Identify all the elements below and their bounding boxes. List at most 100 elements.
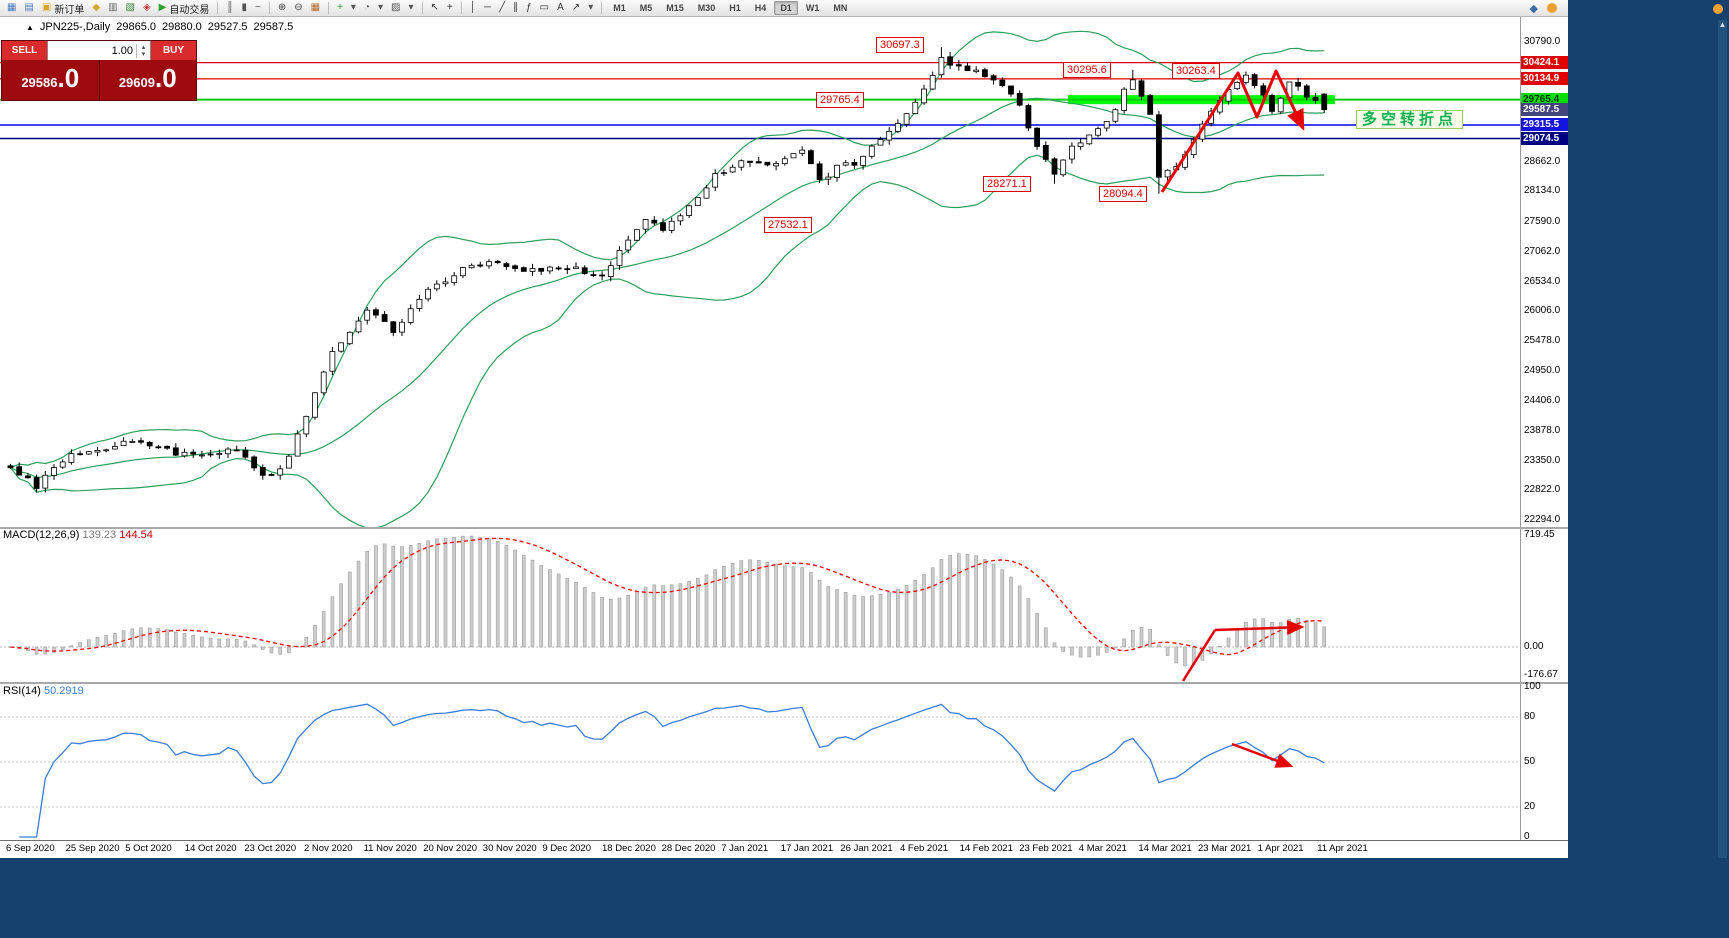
timeframe-d1[interactable]: D1 <box>774 1 798 15</box>
sell-price[interactable]: 29586 .0 <box>2 60 99 100</box>
channel-icon[interactable]: ∥ <box>510 1 521 16</box>
objects-caret-icon: ▾ <box>588 2 594 13</box>
timeframe-w1[interactable]: W1 <box>805 3 820 13</box>
strategy-tester-icon: ▥ <box>108 2 118 13</box>
shapes-icon[interactable]: ▭ <box>537 1 552 16</box>
volume-value: 1.00 <box>111 44 133 57</box>
timeframe-m5[interactable]: M5 <box>639 3 653 13</box>
strategy-tester-icon[interactable]: ▥ <box>105 1 120 16</box>
indicators-caret-icon[interactable]: ▾ <box>348 1 359 16</box>
price-scale-tick: 30790.0 <box>1524 36 1561 47</box>
open-value: 29865.0 <box>116 21 156 33</box>
trendline-icon[interactable]: ╱ <box>496 1 508 16</box>
indicators-icon: + <box>337 2 343 13</box>
price-scale-flag: 29765.4 <box>1521 92 1568 106</box>
data-window-icon[interactable]: ▧ <box>123 1 138 16</box>
chart-profiles-icon[interactable]: ▤ <box>21 1 36 16</box>
quick-search-icon[interactable]: ◆ <box>1529 2 1538 15</box>
new-chart-icon: ▦ <box>7 2 17 13</box>
templates-icon[interactable]: ▨ <box>388 1 403 16</box>
macd-name: MACD(12,26,9) <box>3 529 80 541</box>
price-annotation: 30263.4 <box>1172 63 1220 79</box>
volume-stepper[interactable]: ▴ ▾ <box>136 43 150 58</box>
arrows-icon[interactable]: ↗ <box>569 1 583 16</box>
rsi-panel-splitter[interactable] <box>0 682 1568 684</box>
candlestick-chart-icon[interactable]: ▮ <box>238 1 250 16</box>
timeframe-m1[interactable]: M1 <box>613 3 626 13</box>
date-axis-label: 11 Apr 2021 <box>1317 843 1368 854</box>
zoom-in-icon[interactable]: ⊕ <box>275 1 289 16</box>
volume-down-icon[interactable]: ▾ <box>141 50 146 58</box>
symbols-icon[interactable]: ◈ <box>140 1 154 16</box>
symbols-icon: ◈ <box>142 2 151 13</box>
macd-main-value: 139.23 <box>82 529 117 541</box>
date-axis-label: 4 Feb 2021 <box>900 843 949 854</box>
bollinger-lower <box>10 154 1325 527</box>
rsi-scale-tick: 20 <box>1524 801 1536 812</box>
date-axis-label: 4 Mar 2021 <box>1078 843 1127 854</box>
notification-dot-icon[interactable] <box>1547 3 1557 13</box>
volume-input[interactable]: 1.00 ▴ ▾ <box>47 41 151 60</box>
text-icon[interactable]: A <box>554 1 567 16</box>
timeframe-m30[interactable]: M30 <box>697 3 716 13</box>
periods-icon: ◔ <box>363 2 370 13</box>
new-order-button[interactable]: ▣ 新订单 <box>39 1 87 16</box>
price-scale-tick: 27062.0 <box>1524 245 1561 257</box>
trendline-icon: ╱ <box>499 2 506 13</box>
date-axis-label: 14 Mar 2021 <box>1138 843 1192 854</box>
indicators-icon[interactable]: + <box>334 1 346 16</box>
tile-windows-icon[interactable]: ▦ <box>308 1 323 16</box>
crosshair-icon[interactable]: + <box>444 1 456 16</box>
timeframe-m15[interactable]: M15 <box>666 3 684 13</box>
macd-layer <box>0 535 1520 682</box>
price-scale-tick: 26006.0 <box>1524 305 1561 317</box>
sell-button[interactable]: SELL <box>2 41 47 60</box>
rsi-arrow-down <box>1231 742 1294 768</box>
new-chart-icon[interactable]: ▦ <box>4 1 19 16</box>
date-axis-label: 18 Dec 2020 <box>602 843 656 854</box>
timeframe-mn[interactable]: MN <box>833 3 848 13</box>
price-scale-flag: 29587.5 <box>1521 102 1568 116</box>
candlestick-chart-icon: ▮ <box>241 2 247 13</box>
price-scale-flag: 30424.1 <box>1521 55 1568 69</box>
date-axis-label: 9 Dec 2020 <box>542 843 591 854</box>
volume-up-icon[interactable]: ▴ <box>141 43 146 51</box>
autotrade-button[interactable]: ▶ 自动交易 <box>156 1 213 16</box>
macd-scale-tick: -176.67 <box>1524 668 1558 680</box>
bar-chart-icon: ║ <box>226 2 234 13</box>
turning-point-note: 多空转折点 <box>1356 110 1464 129</box>
vertical-line-icon[interactable]: │ <box>467 1 479 16</box>
zoom-out-icon[interactable]: ⊖ <box>291 1 305 16</box>
toolbar-separator <box>601 2 603 14</box>
objects-caret-icon[interactable]: ▾ <box>585 1 596 16</box>
close-value: 29587.5 <box>253 21 294 33</box>
buy-button[interactable]: BUY <box>151 41 196 60</box>
periods-icon[interactable]: ◔ <box>361 1 373 16</box>
one-click-trading-panel: SELL 1.00 ▴ ▾ BUY 29586 .0 29609 .0 <box>1 40 197 101</box>
symbol-timeframe-label: JPN225-,Daily <box>39 21 111 33</box>
tile-windows-icon: ▦ <box>310 2 321 13</box>
metaeditor-icon[interactable]: ◆ <box>89 1 103 16</box>
cursor-icon: ↖ <box>430 2 439 13</box>
panel-scrollbar[interactable]: ▲ <box>1718 20 1727 920</box>
main-chart-layer <box>0 30 1520 527</box>
status-dot-icon <box>1713 4 1723 14</box>
timeframe-h1[interactable]: H1 <box>729 3 741 13</box>
periods-caret-icon[interactable]: ▾ <box>375 1 386 16</box>
templates-caret-icon[interactable]: ▾ <box>405 1 416 16</box>
bar-chart-icon[interactable]: ║ <box>223 1 236 16</box>
date-axis-label: 14 Oct 2020 <box>184 843 237 854</box>
buy-price[interactable]: 29609 .0 <box>100 60 197 100</box>
fibonacci-icon[interactable]: ƒ <box>523 1 535 16</box>
price-scale-flag: 29315.5 <box>1521 117 1568 131</box>
timeframe-h4[interactable]: H4 <box>754 3 767 13</box>
buy-price-main: 29609 <box>118 75 155 90</box>
zoom-in-icon: ⊕ <box>277 2 287 13</box>
toolbar-separator <box>328 2 330 14</box>
macd-signal-line <box>10 537 1325 656</box>
macd-panel-splitter[interactable] <box>0 527 1568 529</box>
horizontal-line-icon[interactable]: ─ <box>481 1 494 16</box>
line-chart-icon[interactable]: ~ <box>252 1 264 16</box>
cursor-icon[interactable]: ↖ <box>428 1 442 16</box>
